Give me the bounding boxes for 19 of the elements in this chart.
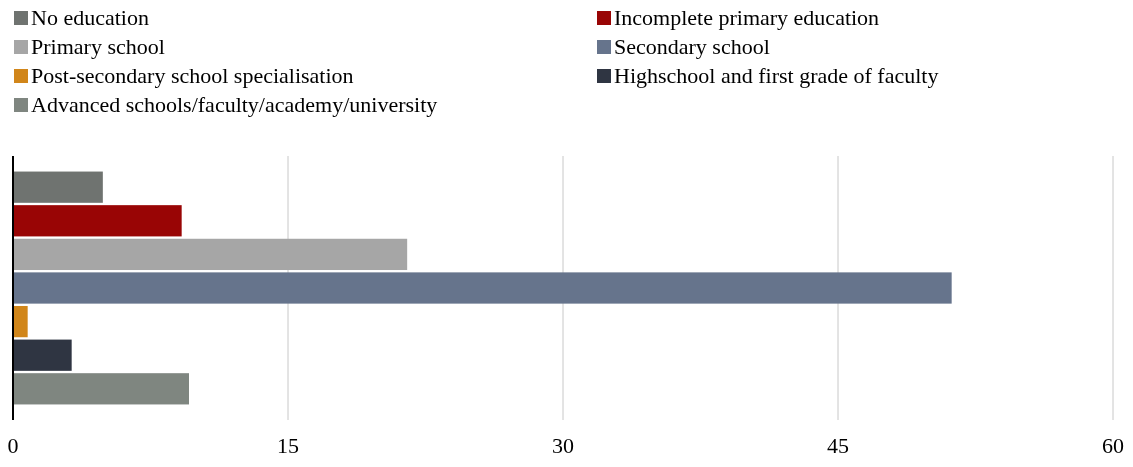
x-tick-label: 45 bbox=[827, 433, 849, 458]
legend-label: Advanced schools/faculty/academy/university bbox=[31, 92, 438, 117]
legend-label: Incomplete primary education bbox=[614, 5, 880, 30]
legend-label: Post-secondary school specialisation bbox=[31, 63, 354, 88]
x-tick-label: 30 bbox=[552, 433, 574, 458]
legend-label: No education bbox=[31, 5, 149, 30]
x-tick-label: 60 bbox=[1102, 433, 1124, 458]
bar bbox=[13, 272, 952, 304]
bar bbox=[13, 238, 408, 271]
bar bbox=[13, 171, 103, 203]
bar bbox=[13, 373, 189, 405]
legend-label: Primary school bbox=[31, 34, 165, 59]
bar bbox=[13, 205, 182, 237]
legend-label: Highschool and first grade of faculty bbox=[614, 63, 939, 88]
bar bbox=[13, 305, 28, 338]
legend-label: Secondary school bbox=[614, 34, 770, 59]
bar bbox=[13, 339, 72, 371]
x-tick-label: 15 bbox=[277, 433, 299, 458]
x-tick-label: 0 bbox=[7, 433, 19, 458]
